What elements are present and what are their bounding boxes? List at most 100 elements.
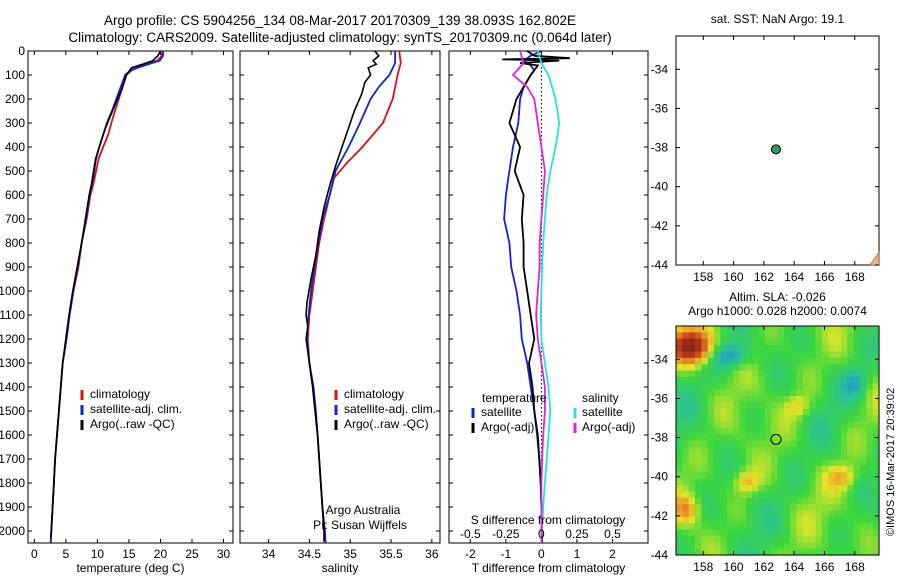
depth-tick-label: 1800 <box>0 476 25 490</box>
sla-cell <box>771 472 779 480</box>
sla-cell <box>872 415 880 423</box>
sla-cell <box>733 523 740 531</box>
sla-cell <box>853 345 861 353</box>
sla-cell <box>752 459 759 467</box>
sla-cell <box>726 453 734 461</box>
sla-cell <box>701 364 709 372</box>
sla-cell <box>853 421 861 429</box>
sla-cell <box>796 376 804 384</box>
sla-cell <box>688 485 696 492</box>
sla-cell <box>758 491 766 499</box>
sla-cell <box>853 427 861 435</box>
sla-cell <box>707 338 715 346</box>
sla-cell <box>764 440 772 448</box>
sla-cell <box>840 453 848 461</box>
sla-cell <box>726 408 734 416</box>
sla-cell <box>758 497 766 505</box>
sla-cell <box>726 415 734 423</box>
sla-cell <box>790 535 798 543</box>
sla-cell <box>815 504 823 512</box>
sla-cell <box>714 472 721 480</box>
sla-cell <box>676 548 683 556</box>
sla-cell <box>701 478 709 486</box>
sla-cell <box>821 383 829 391</box>
sla-cell <box>802 421 810 429</box>
sla-cell <box>714 504 721 512</box>
sla-cell <box>783 427 791 435</box>
sla-cell <box>752 364 759 372</box>
sla-cell <box>764 332 772 340</box>
sla-cell <box>676 523 683 531</box>
sla-cell <box>834 364 842 372</box>
sla-cell <box>777 364 785 372</box>
sla-cell <box>815 472 823 480</box>
sla-cell <box>714 332 721 340</box>
sla-cell <box>828 535 836 543</box>
sla-cell <box>847 478 855 486</box>
sla-cell <box>802 478 810 486</box>
sla-cell <box>860 542 867 550</box>
sla-cell <box>720 326 728 333</box>
sla-cell <box>802 453 810 461</box>
sla-cell <box>720 542 728 550</box>
sla-cell <box>790 446 798 454</box>
sla-cell <box>726 332 734 340</box>
sla-cell <box>688 364 696 372</box>
sla-cell <box>701 516 709 524</box>
sla-cell <box>872 516 880 524</box>
sla-cell <box>860 516 867 524</box>
sla-cell <box>764 427 772 435</box>
sla-cell <box>758 357 766 365</box>
sla-cell <box>821 478 829 486</box>
sla-cell <box>821 364 829 372</box>
sla-cell <box>860 389 867 397</box>
sla-cell <box>834 535 842 543</box>
sla-cell <box>790 510 798 518</box>
sla-cell <box>714 485 721 492</box>
sla-cell <box>745 415 753 423</box>
sla-cell <box>802 370 810 378</box>
sla-cell <box>758 396 766 403</box>
sla-cell <box>695 357 702 365</box>
sla-cell <box>828 529 836 537</box>
sla-cell <box>745 453 753 461</box>
sla-cell <box>783 408 791 416</box>
sla-cell <box>771 497 779 505</box>
sla-cell <box>720 376 728 384</box>
sla-cell <box>676 421 683 429</box>
sla-cell <box>847 472 855 480</box>
note-line2: PI: Susan Wijffels <box>313 518 407 532</box>
sla-cell <box>809 497 817 505</box>
sla-cell <box>872 427 880 435</box>
sla-cell <box>796 370 804 378</box>
sla-cell <box>682 548 690 556</box>
sla-cell <box>847 421 855 429</box>
sla-cell <box>733 376 740 384</box>
sla-cell <box>720 465 728 473</box>
sla-cell <box>834 427 842 435</box>
sla-cell <box>771 421 779 429</box>
sla-cell <box>682 516 690 524</box>
sla-cell <box>809 408 817 416</box>
sla-cell <box>821 504 829 512</box>
sla-cell <box>853 472 861 480</box>
sla-cell <box>828 370 836 378</box>
sla-cell <box>701 485 709 492</box>
sla-cell <box>796 364 804 372</box>
sla-cell <box>739 510 747 518</box>
sla-cell <box>783 402 791 410</box>
sla-cell <box>720 529 728 537</box>
sla-cell <box>834 529 842 537</box>
sla-cell <box>733 465 740 473</box>
salinity-legend-label: climatology <box>344 387 404 401</box>
sla-cell <box>720 332 728 340</box>
sla-cell <box>783 415 791 423</box>
sla-cell <box>796 427 804 435</box>
sla-cell <box>733 491 740 499</box>
sla-cell <box>726 434 734 442</box>
sla-cell <box>758 465 766 473</box>
sla-cell <box>682 491 690 499</box>
sla-cell <box>720 497 728 505</box>
sla-cell <box>860 446 867 454</box>
sla-cell <box>802 440 810 448</box>
